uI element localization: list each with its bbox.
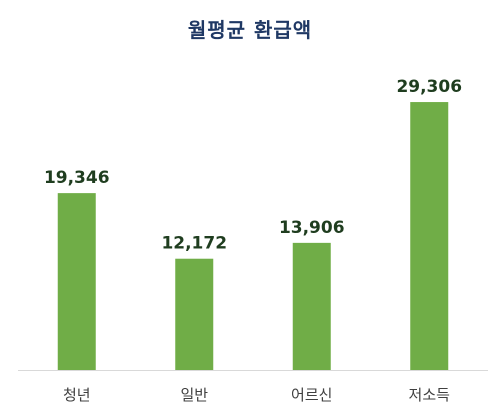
data-label-0: 19,346 [44,168,110,188]
bar-0 [57,193,96,370]
bar-2 [292,242,331,370]
bar-3 [410,102,449,371]
chart-title: 월평균 환급액 [187,18,313,42]
data-label-3: 29,306 [396,77,462,97]
data-label-2: 13,906 [279,218,345,238]
bar-1 [175,258,214,370]
category-label-1: 일반 [180,386,208,404]
category-label-3: 저소득 [409,386,451,404]
category-label-2: 어르신 [291,386,332,404]
data-label-1: 12,172 [161,234,227,254]
category-label-0: 청년 [63,386,91,404]
